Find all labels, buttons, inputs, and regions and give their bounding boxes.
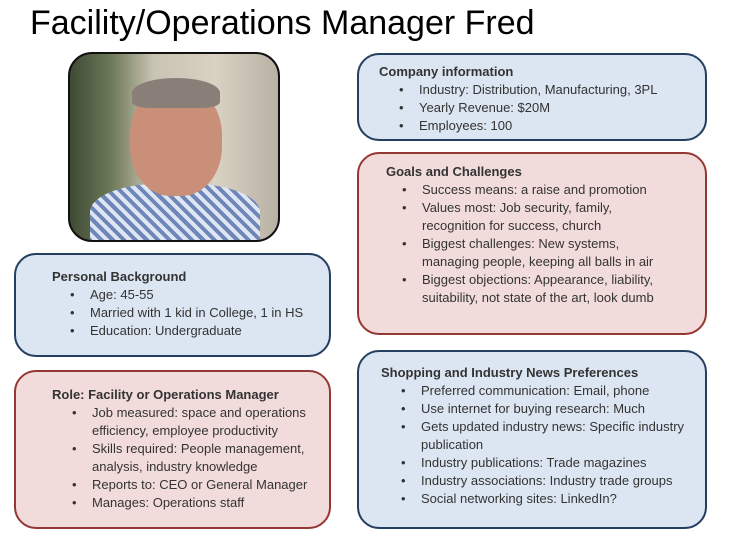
list-item: Employees: 100 — [399, 117, 705, 135]
personal-list: Age: 45-55 Married with 1 kid in College… — [70, 286, 329, 340]
photo-hair — [132, 78, 220, 108]
personal-background-card: Personal Background Age: 45-55 Married w… — [14, 253, 331, 357]
list-item: Industry: Distribution, Manufacturing, 3… — [399, 81, 705, 99]
card-heading: Goals and Challenges — [386, 164, 522, 179]
list-item: Values most: Job security, family, recog… — [402, 199, 672, 235]
list-item: Use internet for buying research: Much — [401, 400, 691, 418]
list-item: Success means: a raise and promotion — [402, 181, 672, 199]
persona-photo — [68, 52, 280, 242]
list-item: Biggest challenges: New systems, managin… — [402, 235, 672, 271]
list-item: Job measured: space and operations effic… — [72, 404, 322, 440]
list-item: Married with 1 kid in College, 1 in HS — [70, 304, 329, 322]
list-item: Manages: Operations staff — [72, 494, 322, 512]
list-item: Social networking sites: LinkedIn? — [401, 490, 691, 508]
list-item: Reports to: CEO or General Manager — [72, 476, 322, 494]
card-heading: Personal Background — [52, 269, 187, 284]
list-item: Gets updated industry news: Specific ind… — [401, 418, 691, 454]
page-title: Facility/Operations Manager Fred — [30, 4, 535, 42]
list-item: Preferred communication: Email, phone — [401, 382, 691, 400]
list-item: Age: 45-55 — [70, 286, 329, 304]
card-heading: Shopping and Industry News Preferences — [381, 365, 639, 380]
company-list: Industry: Distribution, Manufacturing, 3… — [399, 81, 705, 135]
list-item: Industry associations: Industry trade gr… — [401, 472, 691, 490]
shopping-list: Preferred communication: Email, phone Us… — [401, 382, 691, 508]
company-information-card: Company information Industry: Distributi… — [357, 53, 707, 141]
goals-list: Success means: a raise and promotion Val… — [402, 181, 672, 307]
list-item: Yearly Revenue: $20M — [399, 99, 705, 117]
list-item: Skills required: People management, anal… — [72, 440, 322, 476]
card-heading: Company information — [379, 64, 514, 79]
role-list: Job measured: space and operations effic… — [72, 404, 322, 512]
goals-challenges-card: Goals and Challenges Success means: a ra… — [357, 152, 707, 335]
list-item: Biggest objections: Appearance, liabilit… — [402, 271, 672, 307]
list-item: Industry publications: Trade magazines — [401, 454, 691, 472]
shopping-preferences-card: Shopping and Industry News Preferences P… — [357, 350, 707, 529]
role-card: Role: Facility or Operations Manager Job… — [14, 370, 331, 529]
list-item: Education: Undergraduate — [70, 322, 329, 340]
card-heading: Role: Facility or Operations Manager — [52, 387, 279, 402]
